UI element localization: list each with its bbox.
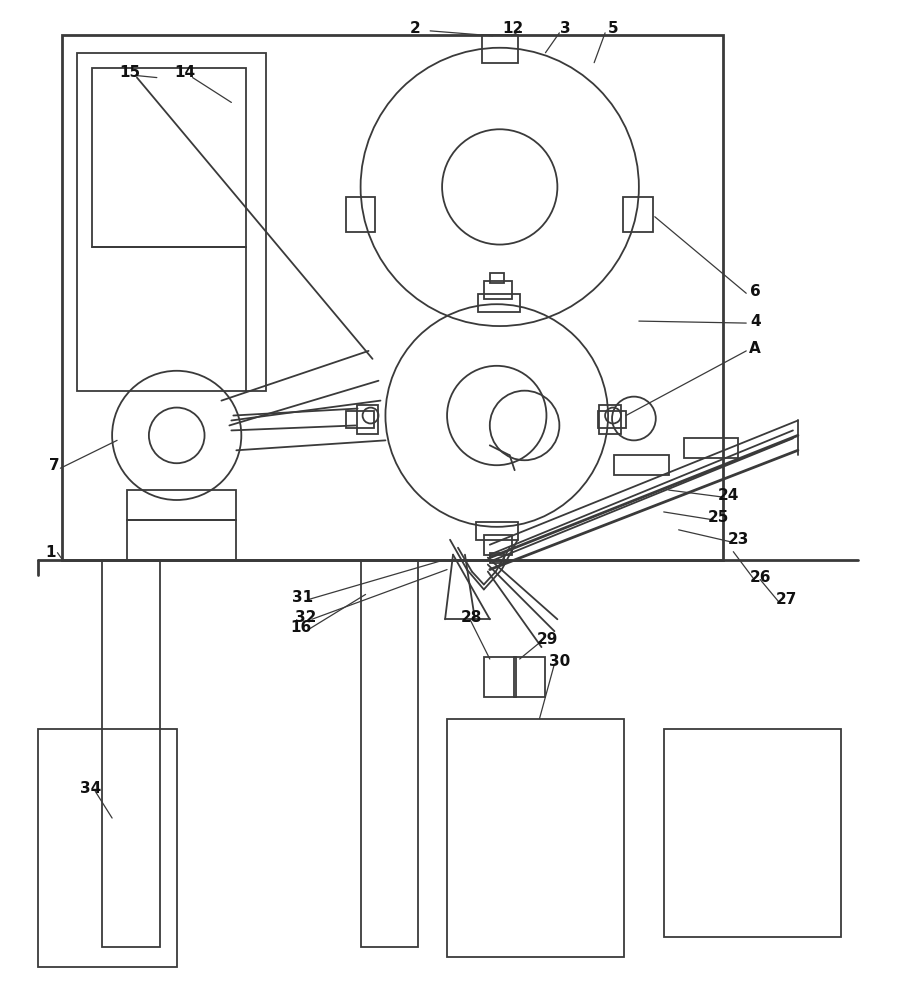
Bar (62, 35, 723, 560)
Bar (127, 520, 237, 560)
Bar (664, 729, 841, 937)
Text: 24: 24 (717, 488, 739, 503)
Bar (600, 405, 621, 434)
Text: 34: 34 (80, 781, 101, 796)
Text: 26: 26 (749, 570, 771, 585)
Text: 7: 7 (49, 458, 59, 473)
Text: 28: 28 (462, 610, 483, 625)
Text: 5: 5 (608, 21, 619, 36)
Bar (484, 657, 515, 697)
Text: 14: 14 (174, 65, 196, 80)
Bar (490, 553, 504, 563)
Text: 25: 25 (707, 510, 729, 525)
Text: 16: 16 (291, 620, 312, 635)
Bar (478, 294, 520, 312)
Text: 4: 4 (749, 314, 760, 329)
Bar (684, 438, 739, 458)
Bar (484, 535, 512, 555)
Bar (127, 490, 237, 520)
Text: 29: 29 (537, 632, 558, 647)
Text: 6: 6 (749, 284, 760, 299)
Bar (490, 273, 504, 283)
Text: 31: 31 (292, 590, 314, 605)
Bar (447, 719, 624, 957)
Bar (623, 197, 653, 232)
Text: 32: 32 (295, 610, 316, 625)
Bar (514, 657, 546, 697)
Text: 27: 27 (775, 592, 797, 607)
Bar (484, 281, 512, 299)
Text: 30: 30 (548, 654, 570, 669)
Bar (614, 455, 669, 475)
Bar (598, 411, 626, 428)
Text: 12: 12 (502, 21, 524, 36)
Bar (476, 522, 517, 540)
Bar (345, 197, 376, 232)
Bar (482, 35, 517, 63)
Bar (102, 560, 160, 947)
Text: 15: 15 (120, 65, 141, 80)
Bar (37, 729, 176, 967)
Text: 1: 1 (45, 545, 56, 560)
Text: 3: 3 (560, 21, 570, 36)
Bar (78, 53, 266, 391)
Bar (356, 405, 378, 434)
Bar (361, 560, 419, 947)
Text: A: A (749, 341, 761, 356)
Text: 23: 23 (728, 532, 749, 547)
Bar (92, 68, 246, 247)
Bar (345, 411, 374, 428)
Text: 2: 2 (409, 21, 420, 36)
